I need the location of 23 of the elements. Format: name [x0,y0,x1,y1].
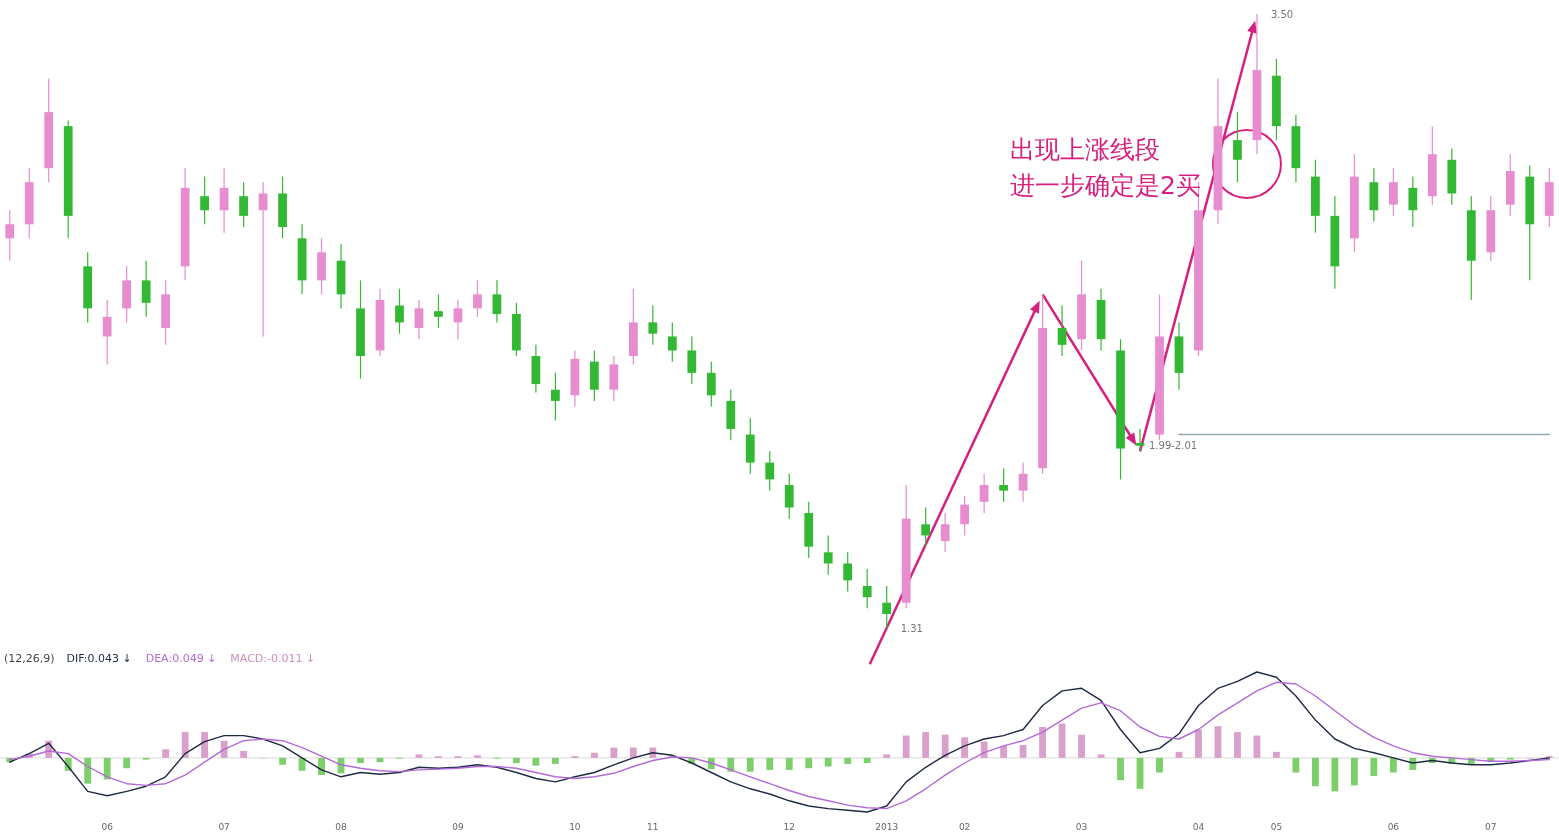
x-tick-label: 06 [101,822,114,832]
annotation: 出现上涨线段 [1010,135,1160,164]
x-tick-label: 06 [1387,822,1400,832]
x-tick-label: 05 [1270,822,1283,832]
annotation: 进一步确定是2买 [1010,171,1201,200]
annotation: 3.50 [1270,9,1294,20]
chart-title: (12,26,9) [4,652,55,665]
annotation: 1.99-2.01 [1148,439,1198,451]
text: MACD:-0.011 ↓ [230,652,316,665]
text: DEA:0.049 ↓ [145,652,217,665]
x-tick-label: 07 [218,822,230,832]
x-tick-label: 11 [647,822,659,832]
x-tick-label: 12 [783,822,795,832]
x-tick-label: 09 [452,822,464,832]
text: DIF:0.043 ↓ [66,652,132,665]
annotation: 1.31 [900,623,923,634]
x-tick-label: 2013 [875,822,899,832]
x-tick-label: 03 [1075,822,1088,832]
x-tick-label: 04 [1192,822,1205,832]
x-tick-label: 10 [569,822,581,832]
x-tick-label: 02 [958,822,971,832]
x-tick-label: 07 [1485,822,1497,832]
x-tick-label: 08 [335,822,348,832]
